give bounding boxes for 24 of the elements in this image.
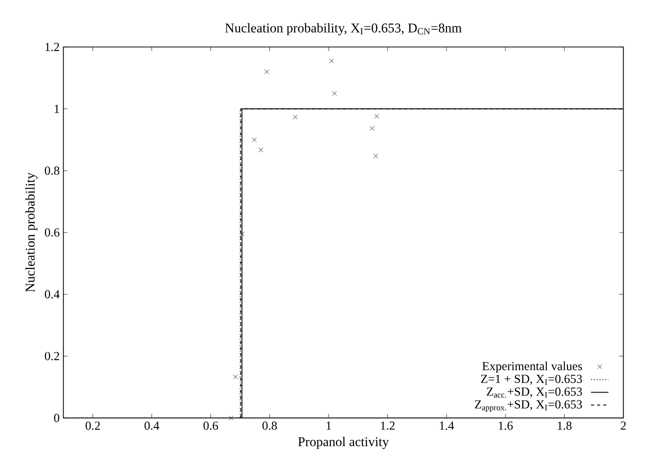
x-tick-label: 1.6 <box>498 422 513 430</box>
legend-label: Z=1 + SD, X$_{I}$=0.653 <box>481 374 582 385</box>
legend-label: Experimental values <box>482 362 582 373</box>
x-tick-label: 1.8 <box>558 422 572 430</box>
y-tick-label: 1.2 <box>45 42 60 52</box>
y-tick-label: 0 <box>54 414 60 422</box>
y-tick-label: 0.4 <box>44 290 60 298</box>
y-tick-label: 0.2 <box>44 352 60 360</box>
y-tick-label: 0.8 <box>44 166 60 175</box>
x-tick-label: 1.4 <box>440 422 454 430</box>
x-tick-label: 0.6 <box>204 422 218 430</box>
legend-label: Z$_{acc.}$+SD, X$_{I}$=0.653 <box>486 387 582 398</box>
y-axis-title: Nucleation probability <box>25 172 38 292</box>
x-tick-label: 0.2 <box>86 422 100 430</box>
x-tick-label: 2 <box>620 422 626 430</box>
chart-title: Nucleation probability, X$_{I}$=0.653, D$_{CN}$=8nm <box>225 23 462 36</box>
x-tick-label: 1.2 <box>380 422 395 430</box>
y-tick-label: 0.6 <box>44 228 60 237</box>
x-tick-label: 1 <box>326 422 331 430</box>
x-axis-title: Propanol activity <box>298 436 389 449</box>
y-tick-label: 1 <box>54 104 60 113</box>
x-tick-label: 0.8 <box>262 422 277 430</box>
x-tick-label: 0.4 <box>144 422 160 430</box>
legend-label: Z$_{approx.}$+SD, X$_{I}$=0.653 <box>474 400 582 412</box>
